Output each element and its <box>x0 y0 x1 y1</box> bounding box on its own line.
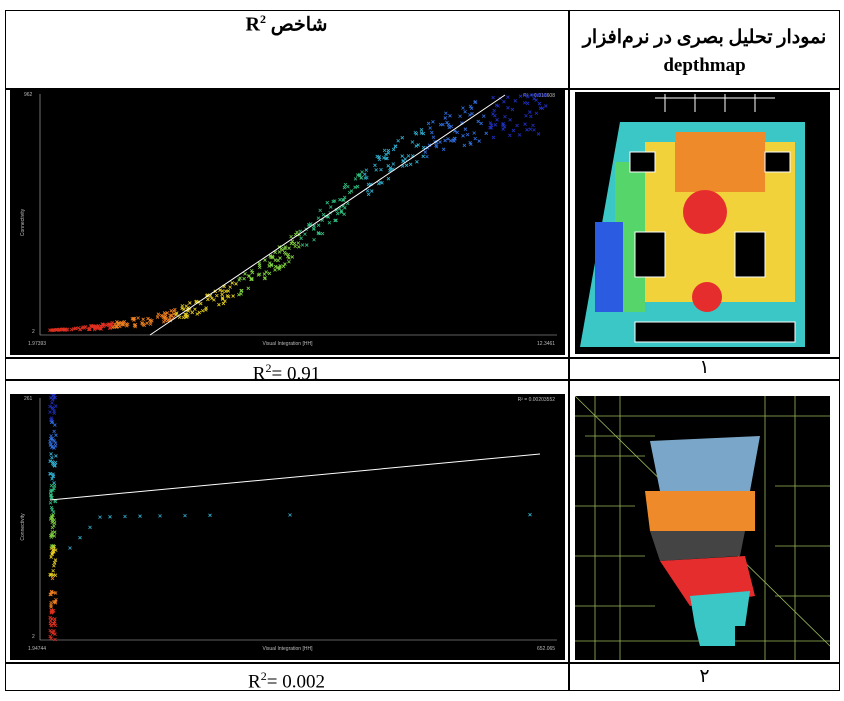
symbol: R <box>253 363 266 384</box>
header-text: شاخص <box>271 14 328 35</box>
y-axis-label: Connectivity <box>20 208 26 236</box>
r2-label: R² = 0.00203552 <box>518 397 556 403</box>
row-index: ۲ <box>569 663 840 690</box>
x-min-label: 1.97393 <box>28 341 46 347</box>
scatter-image: 962 2 1.97393 12.3461 Visual Integration [HH… <box>10 90 565 355</box>
header-text: depthmap <box>569 52 840 80</box>
x-max-label: 12.3461 <box>537 341 555 347</box>
header-cell: نمودار تحلیل بصری در نرم‌افزارdepthmap <box>569 24 840 80</box>
r2-value: = 0.91 <box>271 363 320 384</box>
y-min-label: 2 <box>32 329 35 335</box>
row-index: ۱ <box>569 357 840 379</box>
column-rule <box>568 10 570 691</box>
symbol: R <box>246 13 260 35</box>
plot-background <box>10 394 565 660</box>
header-text: نمودار تحلیل بصری در نرم‌افزار <box>569 24 840 52</box>
x-axis-label: Visual Integration [HH] <box>263 341 314 347</box>
page: شاخص R2 نمودار تحلیل بصری در نرم‌افزارde… <box>0 0 844 701</box>
r2-cell: R2= 0.002 <box>5 663 568 695</box>
scatter-image: 261 2 1.94744 652.065 Visual Integration [HH… <box>10 394 565 660</box>
plot-background <box>10 90 565 355</box>
y-max-label: 962 <box>24 92 33 98</box>
symbol: R <box>248 671 261 692</box>
y-min-label: 2 <box>32 634 35 640</box>
header-cell: شاخص R2 <box>5 12 568 36</box>
superscript: 2 <box>260 12 266 26</box>
y-max-label: 261 <box>24 396 33 402</box>
map-image <box>575 92 830 354</box>
y-axis-label: Connectivity <box>20 513 26 541</box>
map-image <box>575 396 830 660</box>
r2-value: = 0.002 <box>267 671 325 692</box>
x-min-label: 1.94744 <box>28 646 46 652</box>
r2-label: R² = 0.916608 <box>523 93 555 99</box>
x-max-label: 652.065 <box>537 646 555 652</box>
r2-cell: R2= 0.91 <box>5 357 568 385</box>
x-axis-label: Visual Integration [HH] <box>263 646 314 652</box>
